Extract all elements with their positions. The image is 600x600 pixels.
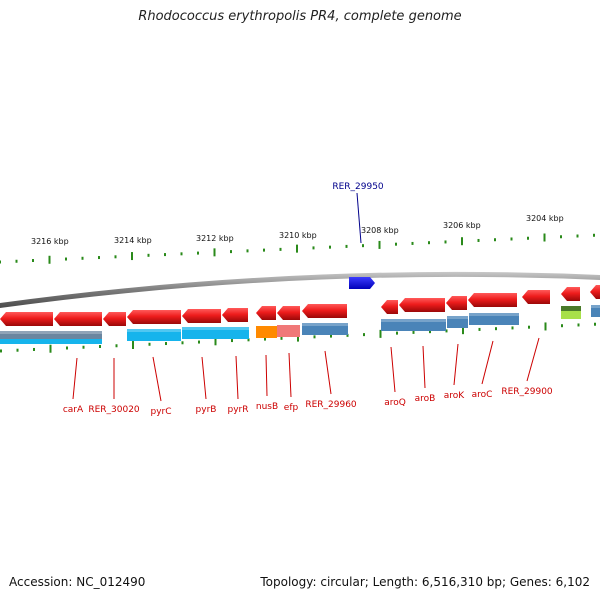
gene-arrow [103, 312, 126, 326]
gene-arrow [399, 298, 445, 312]
gene-label: carA [63, 405, 84, 415]
accession-label: Accession: NC_012490 [9, 575, 146, 589]
cds-track-segment [447, 316, 468, 328]
gene-label-line [453, 343, 459, 386]
highlighted-gene-group: RER_29950 [332, 182, 384, 289]
cds-track-segment [127, 329, 181, 341]
scale-label: 3216 kbp [31, 237, 69, 246]
nusB-block [256, 326, 277, 338]
gene-arrow [302, 304, 347, 318]
scale-label: 3214 kbp [114, 236, 152, 245]
gene-label: pyrR [228, 405, 249, 415]
gene-label-line [526, 337, 540, 382]
gene-arrow [522, 290, 550, 304]
scale-label: 3212 kbp [196, 234, 234, 243]
map-title: Rhodococcus erythropolis PR4, complete g… [138, 9, 462, 24]
genome-backbone [0, 271, 600, 308]
gene-label: aroQ [384, 398, 406, 408]
gene-arrow [127, 310, 181, 324]
highlighted-gene-arrow [349, 277, 375, 289]
scale-label: 3204 kbp [526, 214, 564, 223]
gene-arrow [222, 308, 248, 322]
gene-label-line [390, 346, 396, 393]
scale-label: 3210 kbp [279, 231, 317, 240]
gene-label-line [201, 356, 207, 400]
gene-label: efp [284, 403, 299, 413]
gene-arrow [468, 293, 517, 307]
cds-track-segment [0, 339, 102, 344]
gene-arrow [590, 285, 600, 299]
misc-feature-block [561, 311, 581, 319]
cds-track-highlight [469, 313, 519, 316]
highlighted-gene-label: RER_29950 [332, 182, 384, 192]
cds-track-highlight [447, 316, 468, 319]
gene-label-line [324, 350, 332, 395]
cds-track-highlight [381, 319, 446, 322]
scale-label: 3208 kbp [361, 226, 399, 235]
genome-summary: Topology: circular; Length: 6,516,310 bp… [260, 575, 590, 589]
gene-arrow [54, 312, 102, 326]
cds-track-segment [469, 313, 519, 325]
gene-label-line [422, 345, 426, 389]
cds-track-highlight [0, 331, 102, 334]
gene-label-line [235, 355, 239, 400]
cds-track-segment [182, 327, 249, 339]
gene-arrow [0, 312, 53, 326]
gene-label: aroC [472, 390, 493, 400]
cds-track-segment [302, 323, 348, 335]
scale-ticks-lower [0, 322, 596, 353]
gene-label: RER_30020 [88, 405, 140, 415]
gene-label: RER_29960 [305, 400, 357, 410]
scale-ticks-upper [0, 233, 595, 264]
gene-arrow [446, 296, 467, 310]
cds-track-highlight [302, 323, 348, 326]
gene-arrow [381, 300, 398, 314]
gene-arrow [256, 306, 276, 320]
highlight-pointer-line [356, 192, 362, 244]
gene-label: pyrB [196, 405, 217, 415]
cds-track-highlight [182, 327, 249, 330]
gene-label-line [288, 352, 292, 398]
gene-label: aroK [444, 391, 466, 401]
cds-track-segment [591, 305, 600, 317]
misc-feature-block [561, 306, 581, 311]
cds-track-highlight [591, 305, 600, 308]
gene-arrows [0, 285, 600, 326]
gene-arrow [182, 309, 221, 323]
efp-block [277, 325, 300, 337]
gene-label: aroB [415, 394, 436, 404]
gene-label-line [265, 354, 268, 397]
gene-label-line [72, 357, 78, 400]
gene-label: nusB [256, 402, 278, 412]
gene-arrow [277, 306, 300, 320]
feature-tracks [0, 305, 600, 344]
gene-label: pyrC [150, 407, 171, 417]
scale-labels: 3216 kbp 3214 kbp 3212 kbp 3210 kbp 3208 kbp… [31, 214, 564, 246]
gene-label: RER_29900 [501, 387, 553, 397]
gene-label-line [481, 340, 494, 385]
gene-labels: carA RER_30020 pyrC pyrB pyrR nusB efp RER_2996… [63, 337, 553, 417]
scale-label: 3206 kbp [443, 221, 481, 230]
gene-label-line [152, 356, 162, 402]
cds-track-highlight [127, 329, 181, 332]
cds-track-segment [381, 319, 446, 331]
gene-arrow [561, 287, 580, 301]
